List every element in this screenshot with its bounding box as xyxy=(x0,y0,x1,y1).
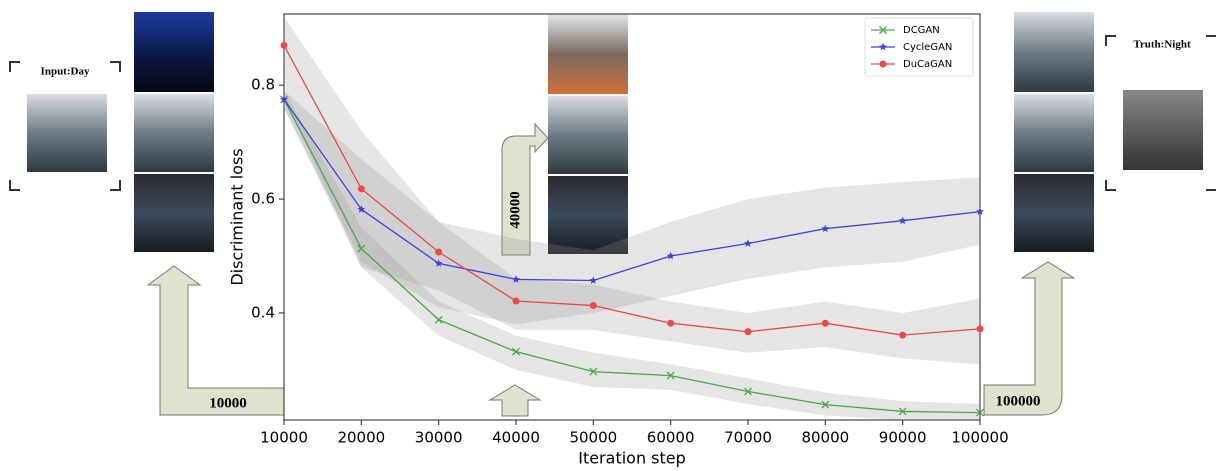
image xyxy=(1014,94,1094,172)
x-tick-label: 80000 xyxy=(801,429,849,447)
legend: DCGAN CycleGAN DuCaGAN xyxy=(865,18,973,76)
side-images: Input:Day Truth:Night 10000 40000 100000 xyxy=(10,12,1216,416)
x-tick-label: 30000 xyxy=(415,429,463,447)
figure: Input:Day Truth:Night 10000 40000 100000… xyxy=(0,0,1216,467)
marker xyxy=(880,61,887,68)
y-axis-label: Discriminant loss xyxy=(228,148,247,285)
image xyxy=(1014,12,1094,92)
image xyxy=(1123,90,1203,170)
arrow xyxy=(490,385,540,416)
legend-label: CycleGAN xyxy=(903,42,952,53)
arrow xyxy=(984,262,1074,415)
x-tick-label: 20000 xyxy=(337,429,385,447)
step-label: 100000 xyxy=(996,393,1041,409)
legend-label: DCGAN xyxy=(903,25,940,36)
input-label: Input:Day xyxy=(41,66,90,78)
marker xyxy=(358,185,365,192)
x-tick-label: 60000 xyxy=(647,429,695,447)
x-tick-label: 90000 xyxy=(879,429,927,447)
step-label: 10000 xyxy=(209,395,247,411)
image xyxy=(134,12,214,92)
image xyxy=(134,94,214,172)
y-tick-label: 0.4 xyxy=(251,303,275,321)
arrow xyxy=(502,124,548,255)
image xyxy=(548,14,628,94)
image xyxy=(27,94,107,172)
image xyxy=(548,96,628,174)
marker xyxy=(977,325,984,332)
marker xyxy=(435,249,442,256)
truth-label: Truth:Night xyxy=(1133,39,1191,51)
arrow xyxy=(148,266,284,415)
x-tick-label: 70000 xyxy=(724,429,772,447)
marker xyxy=(281,42,288,49)
marker xyxy=(745,328,752,335)
legend-label: DuCaGAN xyxy=(903,59,952,70)
y-tick-label: 0.6 xyxy=(251,190,275,208)
marker xyxy=(822,320,829,327)
y-tick-label: 0.8 xyxy=(251,76,275,94)
image xyxy=(1014,174,1094,252)
marker xyxy=(667,320,674,327)
x-tick-label: 50000 xyxy=(569,429,617,447)
plot: 10000 20000 30000 40000 50000 60000 70000 80000… xyxy=(251,17,1008,447)
x-tick-label: 10000 xyxy=(260,429,308,447)
x-tick-label: 100000 xyxy=(951,429,1008,447)
marker xyxy=(590,302,597,309)
marker xyxy=(899,332,906,339)
x-tick-label: 40000 xyxy=(492,429,540,447)
step-label: 40000 xyxy=(507,191,523,229)
image xyxy=(134,174,214,252)
marker xyxy=(513,297,520,304)
x-axis-label: Iteration step xyxy=(578,449,686,468)
